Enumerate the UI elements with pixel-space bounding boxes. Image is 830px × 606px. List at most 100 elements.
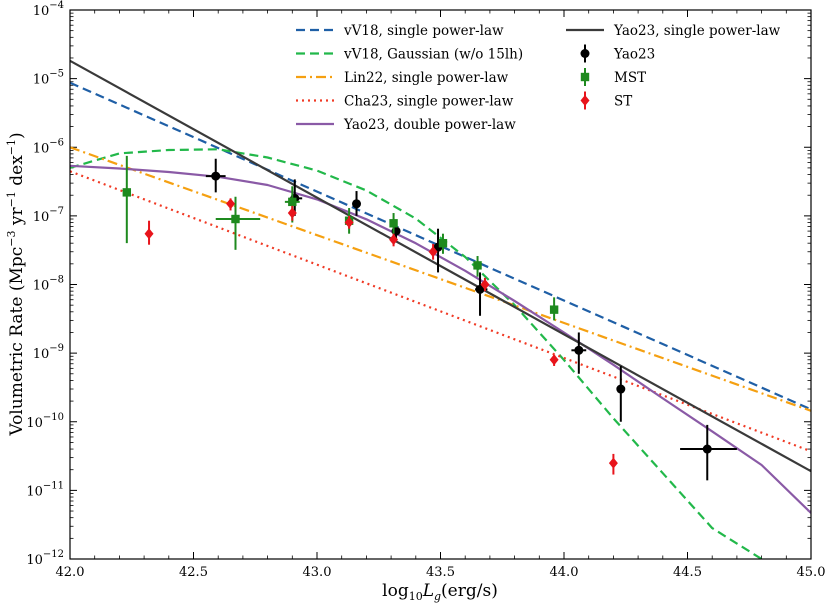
marker	[574, 345, 584, 355]
point-mst-7	[549, 297, 559, 321]
legend-marker	[580, 95, 590, 106]
x-axis-label-pre: log	[382, 581, 409, 601]
y-tick-exp: −4	[49, 0, 64, 11]
marker	[702, 444, 712, 454]
legend-item-6: Yao23	[580, 44, 655, 63]
y-tick-base: 10	[26, 553, 43, 568]
marker	[389, 219, 398, 228]
y-axis-label-pre: Volumetric Rate (Mpc	[7, 247, 27, 437]
point-st-5	[428, 243, 438, 260]
marker	[473, 261, 482, 270]
line-series-4	[70, 164, 811, 514]
y-tick-exp: −10	[43, 412, 64, 423]
legend-item-5: Yao23, single power-law	[566, 23, 781, 39]
x-axis-label-sub: 10	[409, 590, 423, 603]
line-series-3	[70, 170, 811, 453]
y-tick-base: 10	[33, 73, 50, 88]
marker	[352, 199, 362, 209]
plot-frame	[69, 9, 812, 560]
point-mst-1	[215, 196, 261, 250]
legend-item-1: vV18, Gaussian (w/o 15lh)	[296, 47, 523, 63]
data-points	[122, 155, 737, 481]
y-tick-exp: −12	[43, 549, 64, 560]
x-axis-label-post: (erg/s)	[441, 581, 498, 601]
point-mst-4	[389, 213, 398, 234]
x-tick-label: 44.5	[673, 565, 702, 580]
line-series-0	[70, 81, 811, 411]
point-mst-0	[122, 155, 132, 244]
x-tick-label: 42.0	[56, 565, 85, 580]
y-tick-label: 10−6	[33, 137, 64, 156]
legend-item-8: ST	[580, 91, 632, 110]
marker	[344, 217, 354, 229]
y-tick-base: 10	[26, 484, 43, 499]
point-mst-6	[473, 256, 482, 277]
y-tick-base: 10	[33, 279, 50, 294]
line-series-5	[70, 59, 811, 473]
point-st-8	[608, 453, 618, 475]
x-axis-label-varsub: g	[434, 590, 441, 603]
marker	[549, 354, 559, 366]
x-tick-label: 44.0	[550, 565, 579, 580]
legend-label: ST	[614, 94, 632, 110]
x-tick-label: 42.5	[179, 565, 208, 580]
marker	[231, 214, 240, 224]
point-yao23-6	[571, 332, 587, 374]
legend-label: Yao23	[613, 47, 655, 63]
point-mst-5	[438, 233, 448, 254]
x-tick-label: 45.0	[797, 565, 826, 580]
legend-label: Lin22, single power-law	[344, 70, 509, 86]
y-tick-base: 10	[33, 210, 50, 225]
y-tick-label: 10−12	[26, 549, 64, 568]
y-tick-label: 10−5	[33, 69, 64, 88]
legend-label: vV18, Gaussian (w/o 15lh)	[343, 47, 523, 63]
axis-ticks	[69, 9, 812, 560]
legend-item-7: MST	[580, 68, 646, 86]
point-st-2	[287, 205, 297, 221]
y-axis-label-post: )	[7, 132, 27, 139]
x-axis-label-var: L	[422, 581, 434, 601]
y-tick-base: 10	[33, 347, 50, 362]
y-tick-exp: −7	[49, 206, 64, 217]
y-tick-label: 10−11	[26, 480, 64, 499]
x-tick-label: 43.0	[303, 565, 332, 580]
point-yao23-7	[616, 365, 626, 422]
x-axis-label: log10Lg(erg/s)	[382, 581, 498, 603]
marker	[438, 238, 448, 248]
y-tick-exp: −5	[49, 69, 64, 80]
legend-label: Cha23, single power-law	[344, 94, 514, 110]
marker	[549, 305, 559, 314]
point-yao23-5	[475, 272, 488, 316]
line-series-1	[70, 148, 763, 559]
marker	[122, 188, 132, 197]
point-yao23-2	[352, 191, 362, 216]
y-axis-label-sup3: −1	[5, 139, 18, 155]
y-tick-base: 10	[26, 416, 43, 431]
legend-marker	[580, 72, 590, 82]
marker	[475, 284, 485, 294]
tick-labels: 42.0 42.5 43.0 43.5 44.0 44.5 45.010−410−510−6…	[26, 0, 825, 580]
y-tick-label: 10−10	[26, 412, 64, 431]
marker	[287, 207, 297, 219]
marker	[480, 279, 490, 290]
y-tick-exp: −9	[49, 343, 64, 354]
legend-item-2: Lin22, single power-law	[296, 70, 509, 86]
marker	[226, 198, 236, 210]
marker	[616, 384, 626, 394]
legend-label: MST	[614, 70, 646, 86]
point-st-3	[344, 215, 354, 229]
model-lines	[70, 59, 811, 559]
point-st-4	[389, 233, 399, 247]
y-tick-label: 10−8	[33, 275, 64, 294]
x-tick-label: 43.5	[426, 565, 455, 580]
legend-item-4: Yao23, double power-law	[296, 117, 516, 133]
y-tick-exp: −6	[49, 137, 64, 148]
legend-item-0: vV18, single power-law	[296, 23, 504, 39]
point-st-6	[480, 277, 490, 292]
marker	[608, 457, 618, 469]
marker	[211, 171, 221, 181]
y-tick-label: 10−4	[33, 0, 64, 19]
y-tick-base: 10	[33, 141, 50, 156]
y-tick-base: 10	[33, 4, 50, 19]
